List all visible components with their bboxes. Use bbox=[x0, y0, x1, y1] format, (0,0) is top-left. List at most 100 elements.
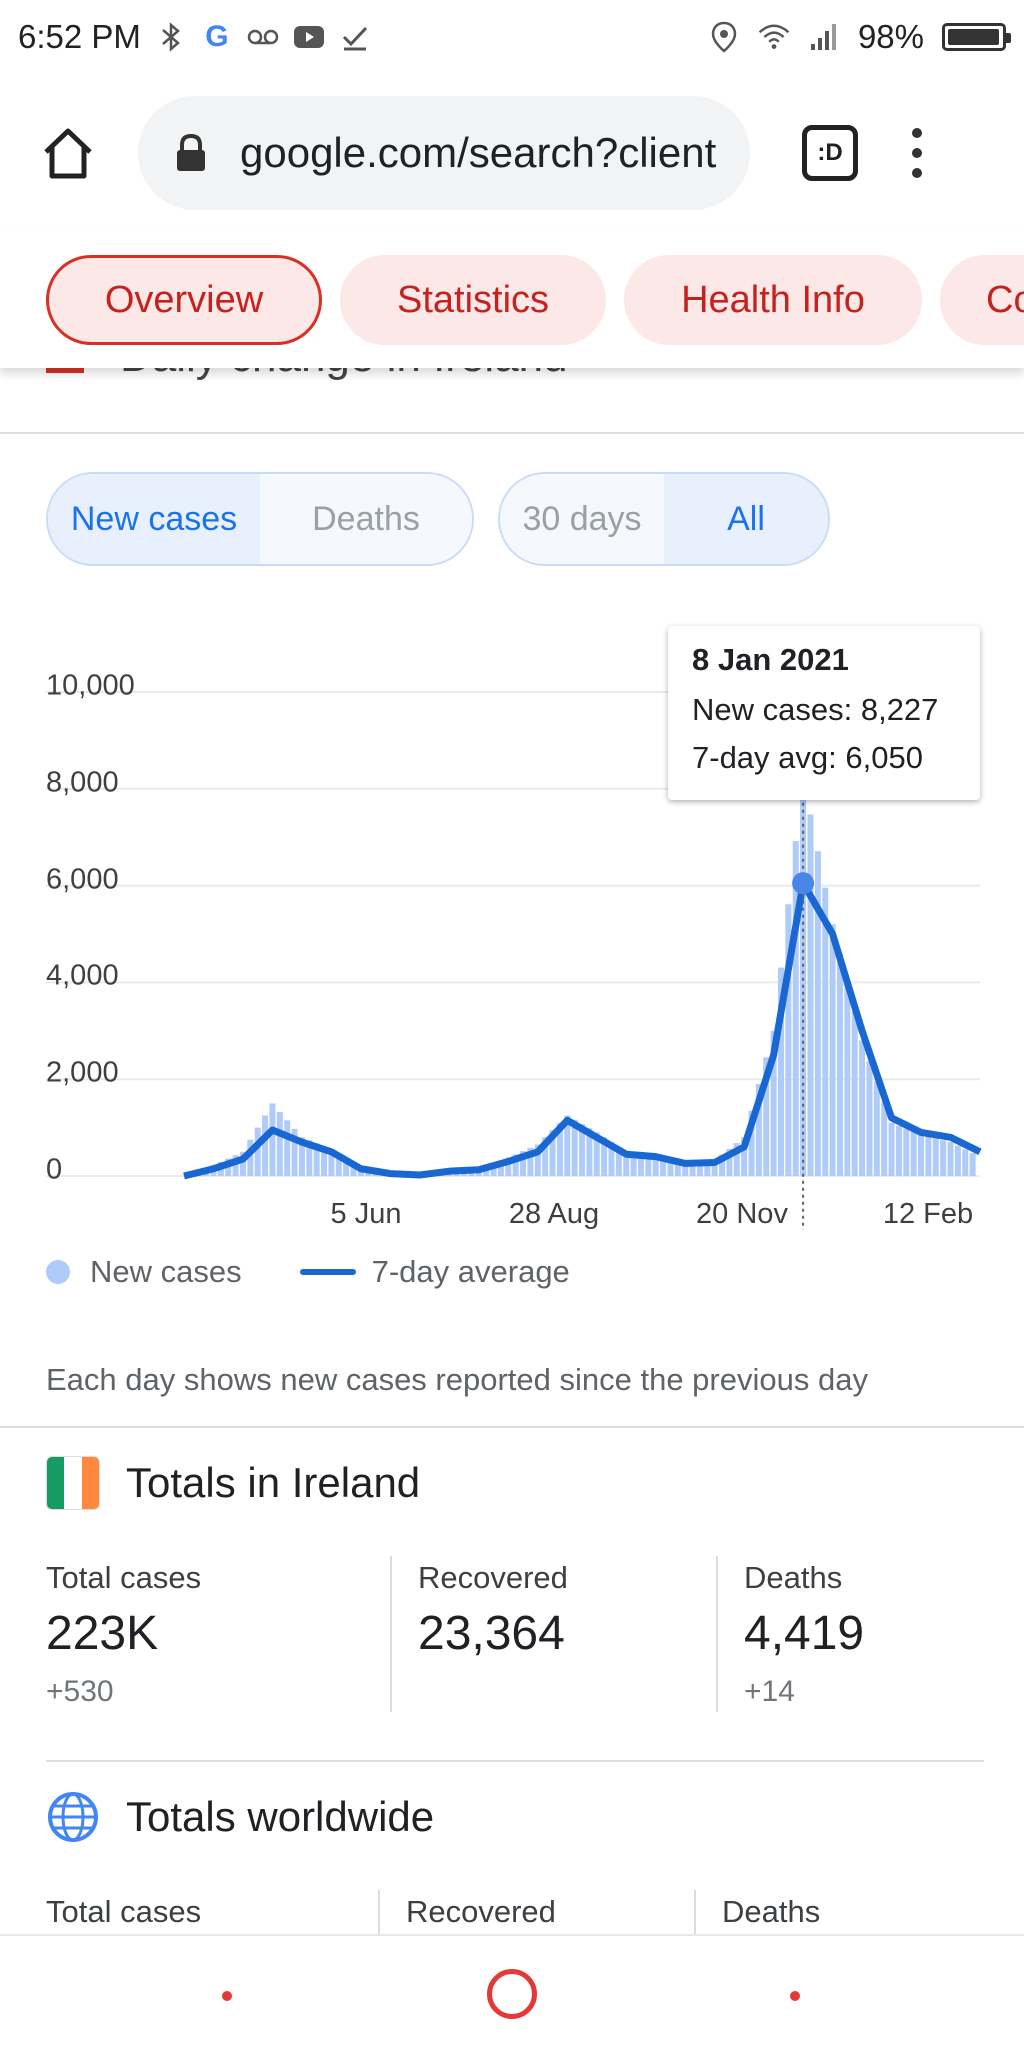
ireland-flag-icon bbox=[46, 1456, 100, 1510]
status-time: 6:52 PM bbox=[18, 18, 141, 55]
new-cases-bar bbox=[674, 1160, 681, 1176]
y-tick-label: 8,000 bbox=[46, 766, 119, 799]
x-tick-label: 28 Aug bbox=[508, 1198, 600, 1230]
home-button[interactable] bbox=[28, 113, 108, 193]
new-cases-bar bbox=[645, 1154, 652, 1176]
toggle-30-days[interactable]: 30 days bbox=[500, 474, 664, 564]
new-cases-bar bbox=[571, 1119, 578, 1176]
overflow-menu-button[interactable] bbox=[912, 128, 922, 178]
tab-label: Health Info bbox=[681, 278, 865, 321]
new-cases-bar bbox=[741, 1137, 748, 1176]
totals-ireland-title: Totals in Ireland bbox=[46, 1456, 420, 1510]
section-heading-strip: Daily change in Ireland bbox=[0, 368, 1024, 434]
new-cases-bar bbox=[763, 1057, 770, 1176]
new-cases-bar bbox=[512, 1154, 519, 1176]
metric-toggle: New cases Deaths bbox=[46, 472, 474, 566]
new-cases-bar bbox=[859, 1040, 866, 1176]
y-tick-label: 4,000 bbox=[46, 959, 119, 992]
new-cases-bar bbox=[239, 1151, 246, 1176]
tab-overview[interactable]: Overview bbox=[46, 255, 322, 345]
check-icon bbox=[339, 21, 371, 53]
tab-statistics[interactable]: Statistics bbox=[340, 255, 606, 345]
url-bar[interactable]: google.com/search?client bbox=[138, 96, 750, 210]
new-cases-bar bbox=[254, 1127, 261, 1176]
stat-label: Deaths bbox=[722, 1894, 821, 1929]
google-icon: G bbox=[205, 20, 229, 53]
new-cases-bar bbox=[527, 1147, 534, 1176]
y-tick-label: 6,000 bbox=[46, 863, 119, 896]
new-cases-bar bbox=[829, 924, 836, 1176]
new-cases-bar bbox=[601, 1137, 608, 1176]
y-tick-label: 0 bbox=[46, 1153, 63, 1186]
new-cases-bar bbox=[800, 777, 807, 1176]
stat-label: Total cases bbox=[46, 1560, 202, 1595]
new-cases-bar bbox=[866, 1061, 873, 1176]
new-cases-bar bbox=[306, 1140, 313, 1176]
new-cases-bar bbox=[542, 1137, 549, 1176]
new-cases-bar bbox=[350, 1162, 357, 1176]
divider bbox=[0, 1426, 1024, 1428]
battery-percent: 98% bbox=[857, 18, 924, 55]
stat-label: Recovered bbox=[418, 1560, 568, 1595]
voicemail-icon bbox=[247, 21, 279, 53]
home-icon bbox=[44, 128, 92, 179]
tooltip-date: 8 Jan 2021 bbox=[692, 642, 849, 677]
y-tick-label: 2,000 bbox=[46, 1056, 119, 1089]
tab-switcher-button[interactable]: :D bbox=[802, 125, 858, 181]
new-cases-bar bbox=[313, 1143, 320, 1176]
new-cases-bar bbox=[328, 1149, 335, 1176]
stat-label: Recovered bbox=[406, 1894, 556, 1929]
stat-recovered: Recovered 23,364 bbox=[418, 1560, 568, 1661]
new-cases-bar bbox=[962, 1149, 969, 1176]
new-cases-bar bbox=[232, 1155, 239, 1176]
tab-count-label: :D bbox=[817, 139, 843, 166]
toggle-all[interactable]: All bbox=[664, 474, 828, 564]
world-stat-deaths: Deaths bbox=[722, 1894, 820, 1930]
cases-chart[interactable] bbox=[0, 620, 1024, 1240]
new-cases-bar bbox=[719, 1154, 726, 1176]
nav-home-button[interactable] bbox=[487, 1969, 537, 2019]
new-cases-bar bbox=[733, 1143, 740, 1176]
tab-health-info[interactable]: Health Info bbox=[624, 255, 922, 345]
new-cases-bar bbox=[940, 1140, 947, 1176]
stat-label: Total cases bbox=[46, 1894, 202, 1929]
lock-icon bbox=[174, 133, 208, 173]
toggle-deaths[interactable]: Deaths bbox=[260, 474, 472, 564]
legend-avg: 7-day average bbox=[371, 1254, 570, 1289]
new-cases-bar bbox=[682, 1161, 689, 1176]
new-cases-bar bbox=[954, 1145, 961, 1176]
new-cases-bar bbox=[298, 1137, 305, 1176]
new-cases-bar bbox=[615, 1146, 622, 1176]
new-cases-bar bbox=[925, 1136, 932, 1176]
browser-toolbar: google.com/search?client :D bbox=[0, 74, 1024, 232]
totals-ireland-heading: Totals in Ireland bbox=[126, 1459, 421, 1506]
new-cases-bar bbox=[873, 1081, 880, 1176]
status-bar: 6:52 PM G 98% bbox=[0, 0, 1024, 74]
stat-value: 23,364 bbox=[418, 1607, 565, 1660]
toggle-new-cases[interactable]: New cases bbox=[48, 474, 260, 564]
new-cases-bar bbox=[785, 904, 792, 1176]
section-tabs: Overview Statistics Health Info Co bbox=[0, 232, 1024, 368]
new-cases-bar bbox=[520, 1151, 527, 1176]
stat-separator bbox=[378, 1890, 380, 1934]
new-cases-bar bbox=[822, 887, 829, 1176]
flag-stripe bbox=[81, 1457, 99, 1509]
new-cases-bar bbox=[947, 1142, 954, 1176]
flag-stripe bbox=[47, 1457, 65, 1509]
system-nav-bar bbox=[0, 1934, 1024, 2048]
new-cases-bar bbox=[711, 1160, 718, 1176]
world-stat-recovered: Recovered bbox=[406, 1894, 556, 1930]
menu-dot bbox=[912, 168, 922, 178]
nav-recents-button[interactable] bbox=[790, 1991, 800, 2001]
new-cases-bar bbox=[549, 1130, 556, 1176]
location-icon bbox=[708, 21, 740, 53]
x-tick-label: 20 Nov bbox=[696, 1198, 788, 1230]
wifi-icon bbox=[758, 21, 790, 53]
stat-value: 4,419 bbox=[744, 1607, 865, 1660]
chart-legend: New cases 7-day average bbox=[46, 1254, 570, 1290]
nav-back-button[interactable] bbox=[222, 1991, 232, 2001]
new-cases-bar bbox=[343, 1157, 350, 1176]
tab-more[interactable]: Co bbox=[940, 255, 1024, 345]
totals-worldwide-title: Totals worldwide bbox=[46, 1790, 434, 1844]
new-cases-bar bbox=[807, 814, 814, 1176]
